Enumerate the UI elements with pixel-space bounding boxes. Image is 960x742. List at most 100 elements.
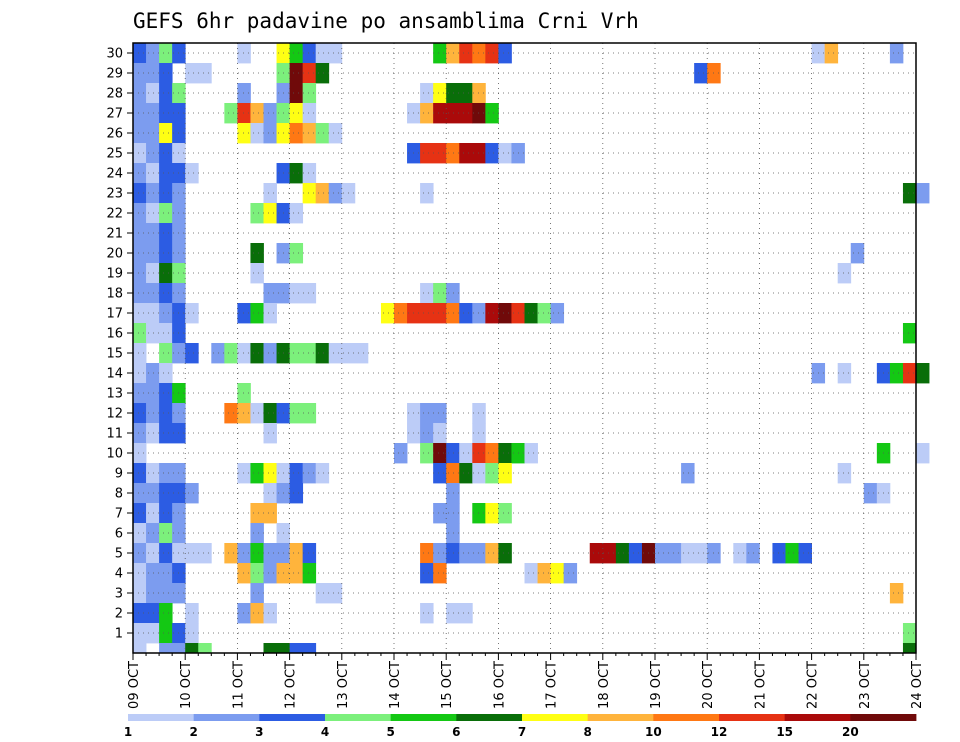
x-tick-label: 13 OCT <box>336 661 351 709</box>
heatmap-cell <box>263 563 277 584</box>
heatmap-cell <box>250 463 264 484</box>
colorbar-label: 3 <box>255 725 263 739</box>
heatmap-cell <box>446 523 460 544</box>
heatmap-cell <box>681 543 708 564</box>
y-tick-label: 20 <box>106 247 123 262</box>
heatmap-cell <box>146 263 160 284</box>
heatmap-cell <box>146 303 160 324</box>
heatmap-cell <box>433 83 447 104</box>
heatmap-cell <box>159 143 173 164</box>
heatmap-cell <box>159 583 173 604</box>
heatmap-cell <box>159 343 173 364</box>
heatmap-cell <box>237 383 251 404</box>
heatmap-cell <box>133 383 147 404</box>
heatmap-cell <box>863 483 878 504</box>
heatmap-cell <box>133 503 147 524</box>
heatmap-cell <box>916 443 930 464</box>
heatmap-cell <box>133 63 147 84</box>
heatmap-cell <box>133 483 160 504</box>
y-tick-label: 23 <box>106 187 123 202</box>
heatmap-cell <box>159 503 173 524</box>
heatmap-cell <box>524 443 538 464</box>
colorbar-swatch <box>719 714 786 721</box>
heatmap-cell <box>459 443 473 464</box>
colorbar-legend: 1 2 3 4 5 6 7 8 10 12 15 20 <box>124 714 917 739</box>
heatmap-cell <box>472 423 486 444</box>
heatmap-cell <box>446 283 460 304</box>
heatmap-cell <box>198 643 212 654</box>
heatmap-cell <box>485 143 499 164</box>
heatmap-cell <box>250 403 264 424</box>
heatmap-cell <box>159 423 186 444</box>
colorbar-label: 15 <box>776 725 793 739</box>
heatmap-cell <box>146 243 160 264</box>
heatmap-cell <box>446 483 460 504</box>
y-tick-label: 15 <box>106 347 123 362</box>
heatmap-cell <box>446 83 473 104</box>
heatmap-cell <box>133 443 147 464</box>
y-tick-label: 26 <box>106 127 123 142</box>
colorbar-swatch <box>193 714 260 721</box>
heatmap-cell <box>159 223 173 244</box>
heatmap-cell <box>772 543 786 564</box>
y-tick-label: 28 <box>106 87 123 102</box>
heatmap-cell <box>159 163 186 184</box>
x-tick-label: 20 OCT <box>701 661 716 709</box>
x-tick-label: 22 OCT <box>806 661 821 709</box>
heatmap-cell <box>420 83 434 104</box>
heatmap-cell <box>889 583 904 604</box>
heatmap-cell <box>146 143 160 164</box>
heatmap-cell <box>146 123 160 144</box>
colorbar-swatch <box>325 714 392 721</box>
heatmap-cell <box>472 503 486 524</box>
heatmap-cell <box>289 123 304 144</box>
y-tick-label: 19 <box>106 267 123 282</box>
heatmap-cell <box>563 563 578 584</box>
heatmap-cell <box>146 43 160 64</box>
heatmap-cell <box>146 63 160 84</box>
heatmap-cell <box>250 523 264 544</box>
heatmap-cell <box>237 103 251 124</box>
heatmap-cell <box>146 463 160 484</box>
heatmap-cell <box>420 103 434 124</box>
y-tick-label: 2 <box>115 607 123 622</box>
heatmap-cell <box>550 303 565 324</box>
heatmap-cell <box>459 543 486 564</box>
colorbar-swatch <box>587 714 654 721</box>
y-tick-label: 25 <box>106 147 123 162</box>
heatmap-cell <box>263 403 277 424</box>
x-axis: 09 OCT 10 OCT 11 OCT 12 OCT 13 OCT 14 OCT 15 O… <box>127 653 925 709</box>
heatmap-cell <box>159 523 173 544</box>
heatmap-cell <box>159 543 173 564</box>
x-tick-label: 23 OCT <box>858 661 873 709</box>
heatmap-cell <box>485 463 499 484</box>
x-tick-label: 18 OCT <box>597 661 612 709</box>
x-tick-label: 11 OCT <box>231 661 246 709</box>
heatmap-cell <box>302 163 317 184</box>
heatmap-cell <box>133 303 147 324</box>
y-tick-label: 22 <box>106 207 123 222</box>
heatmap-cell <box>263 203 277 224</box>
y-tick-label: 6 <box>115 527 123 542</box>
colorbar-swatch <box>522 714 589 721</box>
heatmap-cell <box>498 543 512 564</box>
heatmap-cell <box>459 43 473 64</box>
heatmap-cell <box>133 223 147 244</box>
heatmap-cell <box>302 103 317 124</box>
heatmap-cell <box>133 623 147 644</box>
colorbar-swatch <box>128 714 195 721</box>
heatmap-cell <box>263 103 277 124</box>
y-tick-label: 13 <box>106 387 123 402</box>
colorbar-swatch <box>784 714 851 721</box>
heatmap-cell <box>472 403 486 424</box>
heatmap-cell <box>159 603 173 624</box>
heatmap-cell <box>289 103 304 124</box>
y-tick-label: 14 <box>106 367 123 382</box>
heatmap-cell <box>459 303 473 324</box>
heatmap-cell <box>837 463 852 484</box>
heatmap-cell <box>837 263 852 284</box>
heatmap-cell <box>498 43 512 64</box>
heatmap-cell <box>159 123 173 144</box>
heatmap-cell <box>524 563 538 584</box>
